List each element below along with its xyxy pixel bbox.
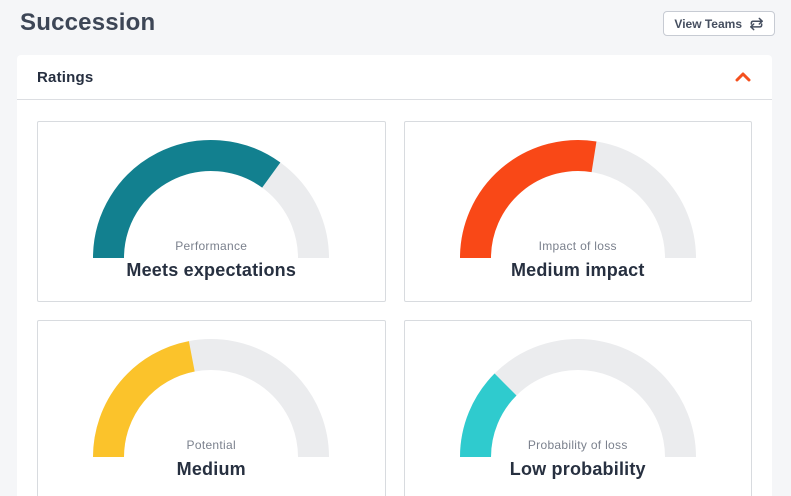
- view-teams-button-label: View Teams: [674, 16, 742, 31]
- view-teams-button[interactable]: View Teams: [663, 11, 775, 36]
- gauges-grid: Performance Meets expectations Impact of…: [17, 100, 772, 496]
- ratings-card: Ratings Performance Meets expectations I…: [17, 55, 772, 496]
- gauge-label: Probability of loss: [527, 438, 628, 452]
- page-title: Succession: [20, 9, 156, 36]
- gauge-tile-impact-of-loss: Impact of loss Medium impact: [403, 121, 752, 302]
- gauge-value: Medium impact: [510, 260, 645, 280]
- gauge-chart-performance: [93, 140, 330, 259]
- gauge-label: Performance: [175, 239, 248, 253]
- gauge-value: Low probability: [509, 459, 646, 479]
- gauge-label: Impact of loss: [538, 239, 617, 253]
- ratings-title: Ratings: [37, 68, 94, 86]
- gauge-value: Medium: [176, 459, 246, 479]
- gauge-value: Meets expectations: [126, 260, 297, 280]
- swap-arrows-icon: [749, 17, 764, 31]
- gauge-chart-probability-of-loss: [459, 339, 696, 458]
- gauge-tile-performance: Performance Meets expectations: [37, 121, 386, 302]
- page-header: Succession View Teams: [0, 0, 791, 55]
- gauge-chart-impact-of-loss: [459, 140, 696, 259]
- chevron-up-icon[interactable]: [735, 72, 751, 82]
- gauge-chart-potential: [93, 339, 330, 458]
- gauge-label: Potential: [186, 438, 236, 452]
- gauge-tile-probability-of-loss: Probability of loss Low probability: [403, 320, 752, 496]
- gauge-tile-potential: Potential Medium: [37, 320, 386, 496]
- ratings-header[interactable]: Ratings: [17, 55, 772, 100]
